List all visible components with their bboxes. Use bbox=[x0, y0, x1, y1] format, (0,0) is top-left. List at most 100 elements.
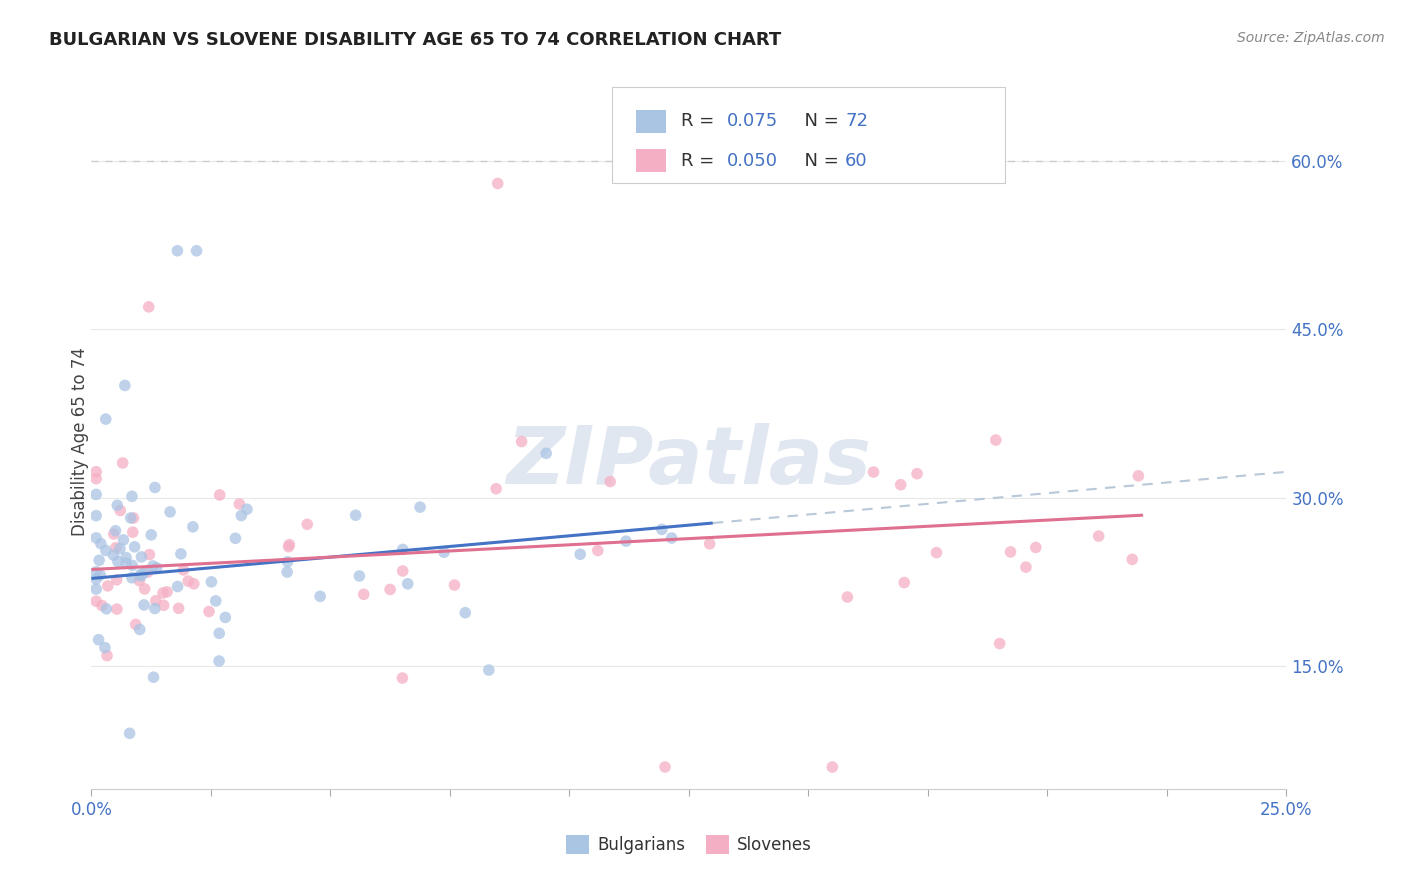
Point bbox=[89, 568, 111, 582]
Point bbox=[1121, 552, 1143, 566]
Point bbox=[170, 547, 193, 561]
Text: N =: N = bbox=[793, 152, 845, 169]
Point bbox=[89, 553, 111, 567]
Point bbox=[108, 541, 131, 556]
Point bbox=[905, 467, 928, 481]
Text: 72: 72 bbox=[845, 112, 868, 130]
Point bbox=[132, 598, 155, 612]
Point bbox=[198, 605, 221, 619]
Point bbox=[186, 244, 208, 258]
Point bbox=[204, 594, 226, 608]
Point bbox=[115, 556, 138, 570]
Point bbox=[105, 602, 128, 616]
Text: R =: R = bbox=[681, 112, 720, 130]
Point bbox=[228, 497, 250, 511]
Point bbox=[214, 610, 236, 624]
Text: 60: 60 bbox=[845, 152, 868, 169]
Point bbox=[1025, 541, 1047, 555]
Point bbox=[84, 572, 107, 586]
Point bbox=[837, 590, 859, 604]
Point bbox=[84, 487, 107, 501]
Point bbox=[177, 574, 200, 588]
Point bbox=[134, 582, 156, 596]
Text: Source: ZipAtlas.com: Source: ZipAtlas.com bbox=[1237, 31, 1385, 45]
Point bbox=[103, 548, 125, 562]
Point bbox=[104, 524, 127, 538]
Point bbox=[156, 585, 179, 599]
Point bbox=[121, 558, 143, 573]
Point bbox=[152, 599, 174, 613]
Point bbox=[1000, 545, 1022, 559]
Point bbox=[112, 533, 135, 547]
Point bbox=[134, 566, 156, 580]
Point bbox=[96, 648, 118, 663]
Point bbox=[118, 726, 141, 740]
Point bbox=[599, 475, 621, 489]
Point bbox=[124, 617, 146, 632]
Point bbox=[651, 522, 673, 536]
Point bbox=[136, 565, 159, 579]
Point bbox=[84, 465, 107, 479]
Point bbox=[166, 580, 188, 594]
Text: BULGARIAN VS SLOVENE DISABILITY AGE 65 TO 74 CORRELATION CHART: BULGARIAN VS SLOVENE DISABILITY AGE 65 T… bbox=[49, 31, 782, 49]
Point bbox=[141, 528, 163, 542]
Point bbox=[166, 244, 188, 258]
Point bbox=[454, 606, 477, 620]
Point bbox=[661, 531, 683, 545]
Point bbox=[208, 488, 231, 502]
Point bbox=[120, 511, 142, 525]
Point bbox=[143, 480, 166, 494]
Point bbox=[183, 576, 205, 591]
Point bbox=[97, 579, 120, 593]
Point bbox=[138, 300, 160, 314]
Point bbox=[391, 671, 413, 685]
Point bbox=[129, 569, 152, 583]
Point bbox=[138, 548, 160, 562]
Point bbox=[925, 546, 948, 560]
Point bbox=[167, 601, 190, 615]
Point bbox=[91, 599, 114, 613]
Point bbox=[94, 640, 117, 655]
Point bbox=[105, 573, 128, 587]
Point bbox=[224, 531, 246, 545]
Point bbox=[143, 601, 166, 615]
Point bbox=[105, 499, 128, 513]
Point bbox=[278, 538, 301, 552]
Point bbox=[433, 545, 456, 559]
Point bbox=[94, 543, 117, 558]
Point bbox=[124, 540, 146, 554]
Point bbox=[409, 500, 432, 515]
Point bbox=[485, 482, 508, 496]
Text: 0.075: 0.075 bbox=[727, 112, 778, 130]
Point bbox=[396, 576, 419, 591]
Point bbox=[84, 594, 107, 608]
Point bbox=[893, 575, 915, 590]
Point bbox=[984, 433, 1007, 447]
Point bbox=[231, 508, 253, 523]
Text: N =: N = bbox=[793, 112, 845, 130]
Point bbox=[353, 587, 375, 601]
Point bbox=[84, 508, 107, 523]
Point bbox=[276, 565, 298, 579]
Point bbox=[349, 569, 371, 583]
Point bbox=[159, 505, 181, 519]
Point bbox=[181, 520, 204, 534]
Point bbox=[94, 412, 117, 426]
Point bbox=[1087, 529, 1109, 543]
Point bbox=[90, 536, 112, 550]
Point bbox=[297, 517, 319, 532]
Point bbox=[96, 602, 118, 616]
Point bbox=[208, 654, 231, 668]
Point bbox=[486, 177, 509, 191]
Point bbox=[1015, 560, 1038, 574]
Text: 0.050: 0.050 bbox=[727, 152, 778, 169]
Point bbox=[378, 582, 401, 597]
Point bbox=[236, 502, 259, 516]
Point bbox=[152, 586, 174, 600]
Legend: Bulgarians, Slovenes: Bulgarians, Slovenes bbox=[560, 829, 818, 861]
Point bbox=[115, 550, 138, 565]
Point bbox=[988, 636, 1011, 650]
Point bbox=[84, 582, 107, 596]
Point bbox=[104, 541, 127, 555]
Point bbox=[443, 578, 465, 592]
